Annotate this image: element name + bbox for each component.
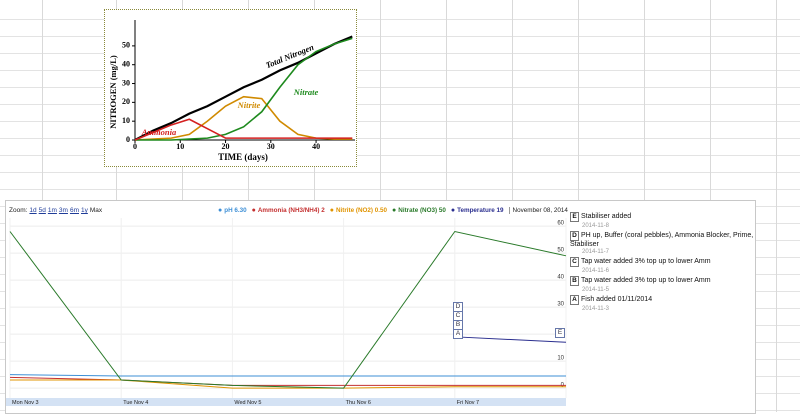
annotation-letter[interactable]: E xyxy=(570,212,579,222)
y-tick-label: 10 xyxy=(122,116,130,125)
zoom-toolbar: Zoom: 1d 5d 1m 3m 6m 1y Max xyxy=(9,207,102,214)
x-axis-band xyxy=(6,398,566,406)
legend-marker: ● xyxy=(329,207,334,214)
zoom-option[interactable]: 6m xyxy=(69,207,79,214)
x-tick-label: 0 xyxy=(133,142,137,151)
zoom-option[interactable]: 5d xyxy=(38,207,46,214)
series-line xyxy=(9,230,567,389)
legend-item: ● Nitrate (NO3) 50 xyxy=(392,207,446,214)
legend-item: ● pH 6.30 xyxy=(218,207,247,214)
annotation-text: PH up, Buffer (coral pebbles), Ammonia B… xyxy=(570,232,754,248)
annotation-letter[interactable]: A xyxy=(570,295,579,305)
zoom-option[interactable]: 3m xyxy=(58,207,68,214)
series-label: Ammonia xyxy=(141,127,177,137)
series-line xyxy=(134,35,353,141)
series-line xyxy=(134,118,353,141)
annotation-entry: C Tap water added 3% top up to lower Amm 2… xyxy=(570,257,754,275)
x-tick-label: Thu Nov 6 xyxy=(346,400,371,406)
zoom-label: Zoom: xyxy=(9,207,28,214)
zoom-option[interactable]: 1m xyxy=(47,207,57,214)
legend: ● pH 6.30 ● Ammonia (NH3/NH4) 2 ● Nitrite (NO… xyxy=(218,207,568,214)
legend-label: Nitrite (NO2) 0.50 xyxy=(335,207,388,214)
legend-marker: ● xyxy=(251,207,256,214)
y-tick-label: 50 xyxy=(557,248,564,254)
y-tick-label: 40 xyxy=(557,275,564,281)
annotation-row: E Stabiliser added xyxy=(570,212,754,222)
y-tick-label: 40 xyxy=(122,60,130,69)
legend-marker: ● xyxy=(392,207,397,214)
series-line xyxy=(10,379,566,389)
annotation-text: Fish added 01/11/2014 xyxy=(581,296,653,303)
legend-item: ● Ammonia (NH3/NH4) 2 xyxy=(252,207,325,214)
annotation-entry: A Fish added 01/11/2014 2014-11-3 xyxy=(570,295,754,313)
annotation-letter[interactable]: D xyxy=(570,231,579,241)
annotation-date: 2014-11-6 xyxy=(582,268,609,274)
annotation-flag[interactable]: A xyxy=(453,329,463,339)
y-tick-label: 50 xyxy=(122,41,130,50)
y-tick-label: 30 xyxy=(122,78,130,87)
annotation-text: Tap water added 3% top up to lower Amm xyxy=(581,258,711,265)
annotation-entry: B Tap water added 3% top up to lower Amm 2… xyxy=(570,276,754,294)
annotation-date: 2014-11-8 xyxy=(582,223,609,229)
x-tick-label: Fri Nov 7 xyxy=(457,400,479,406)
y-tick-label: 10 xyxy=(557,356,564,362)
y-tick-label: 0 xyxy=(126,135,130,144)
annotation-entry: D PH up, Buffer (coral pebbles), Ammonia … xyxy=(570,231,754,256)
zoom-option[interactable]: 1d xyxy=(29,207,37,214)
annotation-row: D PH up, Buffer (coral pebbles), Ammonia … xyxy=(570,231,754,248)
annotation-entry: E Stabiliser added 2014-11-8 xyxy=(570,212,754,230)
x-tick-label: 10 xyxy=(176,142,184,151)
legend-marker: ● xyxy=(450,207,456,214)
annotation-letter[interactable]: B xyxy=(570,276,579,286)
legend-item: ● Nitrite (NO2) 0.50 xyxy=(330,207,387,214)
annotation-text: Stabiliser added xyxy=(581,213,632,220)
y-tick-label: 20 xyxy=(122,97,130,106)
y-tick-label: 30 xyxy=(557,302,564,308)
annotation-date: 2014-11-5 xyxy=(582,287,609,293)
series-label: Nitrite xyxy=(237,100,261,110)
x-tick-label: Wed Nov 5 xyxy=(234,400,261,406)
legend-item: ● Temperature 19 xyxy=(451,207,504,214)
annotation-row: B Tap water added 3% top up to lower Amm xyxy=(570,276,754,286)
x-tick-label: 30 xyxy=(267,142,275,151)
y-tick-label: 60 xyxy=(557,221,564,227)
series-line xyxy=(135,37,353,141)
legend-label: Temperature 19 xyxy=(457,207,504,214)
annotation-panel: E Stabiliser added 2014-11-8 D PH up, Buffer… xyxy=(570,212,754,314)
x-tick-label: Mon Nov 3 xyxy=(12,400,39,406)
legend-date: November 08, 2014 xyxy=(508,207,568,214)
annotation-row: C Tap water added 3% top up to lower Amm xyxy=(570,257,754,267)
legend-label: Nitrate (NO3) 50 xyxy=(398,207,446,214)
legend-label: Ammonia (NH3/NH4) 2 xyxy=(257,207,325,214)
x-tick-label: 40 xyxy=(312,142,320,151)
annotation-date: 2014-11-7 xyxy=(582,249,609,255)
y-axis-label: NITROGEN (mg/L) xyxy=(108,55,118,129)
zoom-option[interactable]: Max xyxy=(89,207,103,214)
annotation-text: Tap water added 3% top up to lower Amm xyxy=(581,277,711,284)
x-axis-label: TIME (days) xyxy=(218,152,268,162)
annotation-flag[interactable]: E xyxy=(555,328,565,338)
legend-marker: ● xyxy=(218,207,223,214)
legend-label: pH 6.30 xyxy=(224,207,247,214)
annotation-letter[interactable]: C xyxy=(570,257,579,267)
series-label: Nitrate xyxy=(293,87,319,97)
annotation-date: 2014-11-3 xyxy=(582,306,609,312)
x-tick-label: 20 xyxy=(222,142,230,151)
x-tick-label: Tue Nov 4 xyxy=(123,400,148,406)
series-line xyxy=(9,376,566,386)
annotation-row: A Fish added 01/11/2014 xyxy=(570,295,754,305)
series-line xyxy=(454,336,567,343)
series-line xyxy=(9,374,566,377)
zoom-option[interactable]: 1y xyxy=(80,207,88,214)
